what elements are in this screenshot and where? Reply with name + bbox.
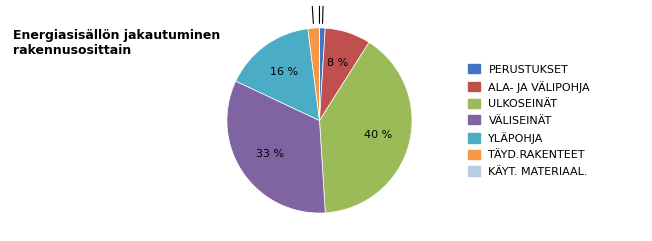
Text: Energiasisällön jakautuminen
rakennusosittain: Energiasisällön jakautuminen rakennusosi… — [13, 29, 220, 57]
Wedge shape — [236, 29, 319, 120]
Text: 1 %: 1 % — [313, 0, 334, 23]
Text: 2 %: 2 % — [301, 0, 322, 24]
Legend: PERUSTUKSET, ALA- JA VÄLIPOHJA, ULKOSEINÄT, VÄLISEINÄT, YLÄPOHJA, TÄYD.RAKENTEET: PERUSTUKSET, ALA- JA VÄLIPOHJA, ULKOSEIN… — [469, 64, 590, 177]
Text: 33 %: 33 % — [256, 149, 284, 159]
Text: 8 %: 8 % — [327, 58, 349, 68]
Wedge shape — [308, 28, 319, 120]
Text: 0 %: 0 % — [309, 0, 330, 23]
Wedge shape — [319, 28, 325, 120]
Wedge shape — [319, 42, 412, 213]
Text: 40 %: 40 % — [364, 130, 392, 141]
Wedge shape — [227, 81, 325, 213]
Text: 16 %: 16 % — [270, 67, 298, 77]
Wedge shape — [319, 28, 369, 120]
